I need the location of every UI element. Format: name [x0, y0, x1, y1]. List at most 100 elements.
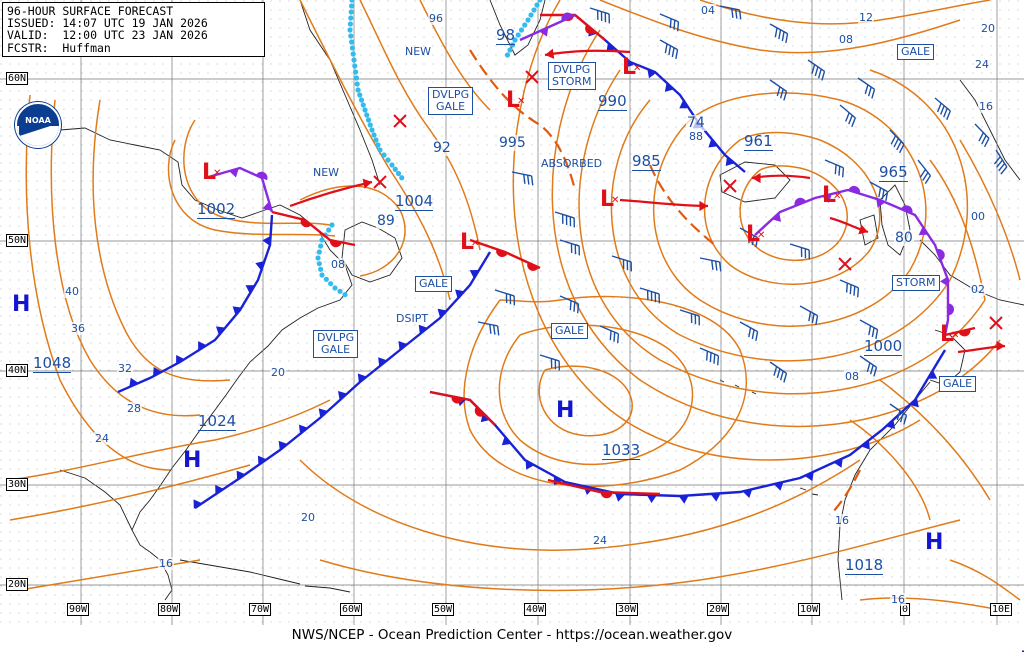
wind-barb-flag	[995, 159, 1004, 168]
annotation-absorbed: ABSORBED	[541, 157, 603, 170]
ice-edge-dot	[347, 21, 353, 27]
wind-barb-flag	[871, 89, 876, 99]
isobar	[9, 464, 251, 521]
wind-barb-flag	[781, 31, 785, 42]
wind-barb-flag	[885, 191, 889, 202]
ice-edge	[315, 0, 543, 298]
forecast-position-cross	[723, 179, 737, 193]
wind-barb-flag	[671, 47, 675, 58]
ice-edge-dot	[365, 117, 372, 123]
front-triangle	[539, 27, 549, 37]
front-triangle	[215, 326, 226, 336]
annotation-new-west: NEW	[313, 166, 340, 179]
front-semicircle	[496, 249, 508, 258]
isobar-label: 08	[330, 258, 346, 271]
trough-line	[648, 164, 716, 246]
wind-barb-flag	[898, 144, 905, 154]
wind-barb-flag	[903, 415, 908, 425]
wind-barb-flag	[738, 9, 742, 20]
valid-time: VALID: 12:00 UTC 23 JAN 2026	[7, 28, 208, 43]
low-symbol: L	[506, 88, 521, 113]
front-triangle	[318, 408, 328, 418]
isobar-label: 16	[834, 514, 850, 527]
isobar	[50, 99, 201, 417]
forecaster: FCSTR: Huffman	[7, 40, 111, 55]
front-triangle	[708, 138, 718, 148]
ice-edge-dot	[525, 17, 531, 23]
wind-barb-flag	[821, 71, 826, 81]
front-triangle	[245, 285, 255, 294]
front-triangle	[198, 341, 207, 351]
isobar-label: 16	[158, 557, 174, 570]
front-triangle	[338, 391, 348, 401]
cuba-coast	[179, 559, 301, 585]
front-triangle	[357, 373, 367, 383]
wind-barb-flag	[718, 261, 722, 272]
wind-barb-flag	[868, 325, 872, 336]
wind-barb-flag	[983, 138, 990, 148]
lon-label-60w: 60W	[340, 603, 363, 616]
wind-barb-flag	[748, 233, 752, 244]
ice-edge-dot	[353, 75, 359, 81]
ice-edge-dot	[353, 69, 359, 75]
warning-box-dvlpg-gale-north: DVLPG GALE	[428, 87, 474, 115]
front-semicircle	[600, 492, 613, 499]
wind-barb-flag	[573, 302, 576, 312]
front-triangle	[614, 492, 625, 502]
low-symbol: L	[940, 322, 955, 347]
isobar	[19, 559, 201, 591]
wind-barb-flag	[808, 311, 812, 322]
ice-edge-dot	[371, 132, 377, 138]
low-symbol: L	[600, 187, 615, 212]
isobar-label: 995	[498, 135, 527, 151]
front-triangle	[773, 481, 784, 491]
isobars	[9, 0, 1021, 611]
wind-barb-flag	[866, 362, 871, 373]
ice-edge-dot	[355, 87, 361, 93]
wind-barb-flag	[709, 352, 712, 363]
occluded-front-line	[754, 188, 950, 336]
front-triangle	[193, 499, 203, 509]
isobar	[9, 399, 331, 481]
forecast-position-cross	[373, 175, 387, 189]
front-semicircle	[794, 197, 807, 207]
front-triangle	[232, 306, 242, 316]
wind-barb-flag	[848, 115, 853, 125]
low-center-cross-icon: ✕	[633, 63, 642, 74]
florida-coast	[149, 551, 173, 601]
trough-line	[829, 469, 861, 516]
lat-label-20n: 20N	[6, 578, 29, 591]
wind-barb-flag	[776, 86, 781, 97]
ice-edge-dot	[318, 243, 324, 249]
low-center-cross-icon: ✕	[517, 96, 526, 107]
wind-barb-flag	[946, 110, 951, 120]
wind-barb-flag	[940, 105, 945, 115]
isobar-label: 89	[376, 213, 396, 229]
isobar	[359, 0, 481, 251]
ice-edge-dot	[348, 33, 354, 39]
wind-barb-flag	[713, 354, 716, 364]
ice-edge-dot	[367, 122, 373, 128]
wind-barb-flag	[773, 366, 778, 376]
isobar	[949, 559, 1021, 601]
isobar	[703, 131, 881, 286]
high-1033-symbol: H	[556, 398, 575, 423]
low-symbol: L	[622, 55, 637, 80]
front-semicircle	[300, 217, 312, 228]
isobar	[599, 0, 961, 54]
warning-box-dvlpg-gale-south: DVLPG GALE	[313, 330, 359, 358]
front-semicircle	[329, 240, 342, 248]
wind-barb-flag	[834, 164, 837, 175]
wind-barb-flag	[569, 300, 572, 311]
ice-edge-dot	[522, 22, 528, 28]
wind-barb-flag	[778, 29, 782, 40]
wind-barb-flag	[867, 86, 872, 97]
wind-barb-flag	[774, 27, 778, 38]
warning-box-gale-central: GALE	[551, 323, 589, 339]
lon-label-10e: 10E	[990, 603, 1013, 616]
wind-barb-flag	[675, 49, 679, 60]
wind-barb-flag	[845, 283, 849, 293]
ice-edge-dot	[342, 292, 348, 298]
isobar-label: 24	[592, 534, 608, 547]
